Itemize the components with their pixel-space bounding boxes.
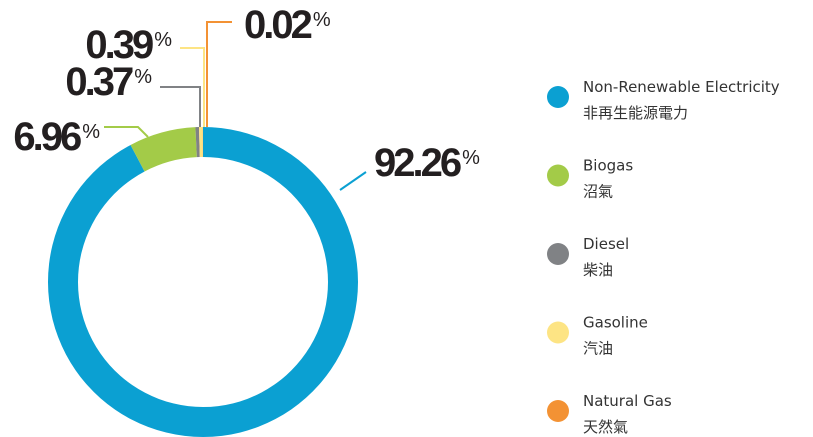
value-number: 0.02 bbox=[244, 3, 312, 47]
value-unit: % bbox=[462, 147, 480, 169]
value-unit: % bbox=[313, 9, 331, 31]
legend-label: Biogas bbox=[583, 157, 633, 175]
legend-swatch bbox=[547, 86, 569, 108]
value-number: 0.37 bbox=[65, 60, 133, 104]
legend-swatch bbox=[547, 321, 569, 344]
value-label: 0.39% bbox=[85, 23, 172, 67]
leader-line bbox=[104, 126, 149, 138]
legend-label-zh: 非再生能源電力 bbox=[583, 104, 688, 122]
leader-line bbox=[339, 171, 367, 191]
legend-label-zh: 沼氣 bbox=[583, 183, 613, 201]
donut-slice bbox=[199, 127, 203, 158]
leader-line bbox=[160, 86, 201, 127]
donut-slice bbox=[47, 127, 358, 437]
legend-label: Gasoline bbox=[583, 314, 648, 332]
legend-swatch bbox=[547, 400, 569, 422]
donut-slice bbox=[130, 127, 197, 172]
leader-line bbox=[206, 21, 232, 127]
value-label: 0.37% bbox=[65, 60, 152, 104]
value-unit: % bbox=[134, 66, 152, 88]
value-label: 6.96% bbox=[13, 115, 100, 159]
legend-label: Non-Renewable Electricity bbox=[583, 78, 780, 96]
value-unit: % bbox=[82, 121, 100, 143]
value-label: 0.02% bbox=[244, 3, 331, 47]
value-number: 6.96 bbox=[13, 115, 81, 159]
legend-swatch bbox=[547, 164, 569, 187]
legend-label-zh: 汽油 bbox=[583, 340, 613, 358]
legend-label: Diesel bbox=[583, 235, 629, 253]
legend-swatch bbox=[547, 243, 569, 265]
legend-label-zh: 柴油 bbox=[583, 261, 613, 279]
value-unit: % bbox=[154, 29, 172, 51]
value-label: 92.26% bbox=[374, 141, 480, 185]
value-number: 92.26 bbox=[374, 141, 461, 185]
value-number: 0.39 bbox=[85, 23, 153, 67]
leader-line bbox=[180, 47, 205, 127]
legend-label-zh: 天然氣 bbox=[583, 418, 628, 436]
donut-slice bbox=[195, 127, 200, 158]
legend-label: Natural Gas bbox=[583, 392, 672, 410]
